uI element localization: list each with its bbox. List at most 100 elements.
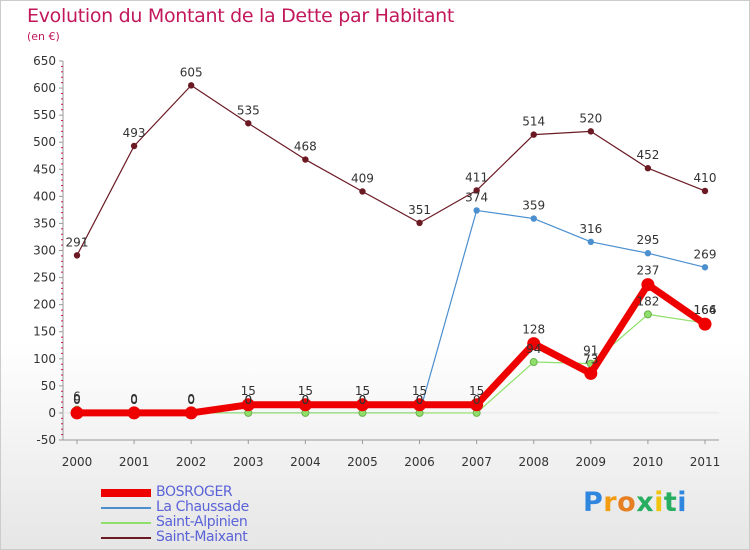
data-label: 182	[636, 294, 659, 308]
data-point	[298, 398, 312, 412]
y-tick-label: 400	[33, 189, 56, 203]
data-label: 0	[73, 392, 81, 406]
y-tick-label: 650	[33, 54, 56, 68]
y-tick-label: 350	[33, 216, 56, 230]
data-label: 15	[241, 384, 256, 398]
data-point	[698, 317, 712, 331]
data-point	[643, 310, 652, 319]
data-label: 0	[130, 393, 138, 407]
data-point	[644, 165, 652, 172]
x-tick-label: 2000	[62, 455, 93, 469]
legend-label: BOSROGER	[156, 484, 233, 500]
legend-item: La Chaussade	[101, 499, 321, 515]
data-label: 15	[412, 384, 427, 398]
data-point	[473, 187, 480, 194]
data-point	[470, 398, 484, 412]
data-label: 493	[123, 126, 146, 140]
y-tick-label: 450	[33, 162, 56, 176]
data-point	[355, 398, 369, 412]
data-point	[529, 358, 538, 367]
data-point	[701, 187, 709, 195]
y-tick-label: 550	[33, 108, 56, 122]
y-tick-label: 500	[33, 135, 56, 149]
data-label: 0	[359, 393, 367, 407]
y-tick-label: 0	[48, 406, 56, 420]
data-point	[359, 188, 366, 195]
data-point	[530, 215, 537, 222]
data-label: 15	[469, 384, 484, 398]
data-label: 0	[130, 392, 138, 406]
x-tick-label: 2011	[690, 455, 721, 469]
data-label: 535	[237, 103, 260, 117]
data-point	[73, 252, 81, 259]
y-tick-label: 150	[33, 325, 56, 339]
data-label: 351	[408, 203, 431, 217]
data-label: 0	[73, 393, 81, 407]
data-label: 0	[187, 393, 195, 407]
x-tick-label: 2004	[290, 455, 321, 469]
data-label: 0	[187, 392, 195, 406]
data-point	[527, 337, 541, 351]
series-line-3	[76, 84, 706, 256]
data-label: 410	[694, 171, 717, 185]
y-tick-label: 600	[33, 81, 56, 95]
legend-label: Saint-Maixant	[156, 529, 248, 545]
data-label: 316	[579, 222, 602, 236]
data-label: 15	[355, 384, 370, 398]
x-tick-label: 2006	[404, 455, 435, 469]
data-label: 237	[636, 264, 659, 278]
chart-subtitle: (en €)	[27, 30, 60, 43]
y-tick-label: 100	[33, 352, 56, 366]
data-point	[644, 250, 652, 257]
data-label: 166	[694, 303, 717, 317]
data-label: 0	[473, 393, 481, 407]
series-line-2	[76, 313, 706, 414]
data-label: 452	[636, 148, 659, 162]
data-point	[416, 219, 423, 227]
data-point	[184, 406, 198, 420]
data-point	[127, 406, 141, 420]
data-label: 520	[579, 111, 602, 125]
legend-swatch	[101, 537, 151, 539]
data-label: 91	[583, 344, 598, 358]
data-point	[241, 398, 255, 412]
data-label: 0	[359, 393, 367, 407]
y-tick-label: 200	[33, 298, 56, 312]
data-label: 514	[522, 115, 545, 129]
series-line-0	[77, 281, 707, 417]
data-point	[587, 128, 595, 135]
data-point	[584, 366, 598, 380]
data-point	[302, 156, 309, 163]
data-label: 411	[465, 170, 488, 184]
data-label: 0	[302, 393, 310, 407]
legend-label: Saint-Alpinien	[156, 514, 248, 530]
data-label: 0	[244, 393, 252, 407]
legend-swatch	[101, 522, 151, 524]
data-point	[187, 82, 195, 89]
data-label: 409	[351, 171, 374, 185]
data-point	[701, 264, 709, 271]
data-label: 73	[583, 352, 598, 366]
chart-legend: BOSROGER La Chaussade Saint-Alpinien Saint-…	[101, 484, 321, 545]
data-label: 15	[298, 384, 313, 398]
data-label: 359	[522, 199, 545, 213]
data-label: 94	[526, 342, 541, 356]
data-point	[245, 120, 252, 127]
logo-letter: o	[617, 487, 637, 518]
legend-item: Saint-Maixant	[101, 529, 321, 545]
logo-letter: x	[636, 487, 655, 518]
logo-letter: P	[583, 487, 604, 518]
data-label: 605	[180, 65, 203, 79]
data-label: 0	[130, 393, 138, 407]
data-point	[530, 131, 537, 138]
data-point	[413, 398, 427, 412]
x-tick-label: 2005	[347, 455, 378, 469]
legend-swatch	[101, 489, 151, 497]
data-label: 0	[244, 393, 252, 407]
data-label: 164	[694, 303, 717, 317]
y-tick-label: 250	[33, 271, 56, 285]
data-label: 128	[522, 323, 545, 337]
x-tick-label: 2010	[633, 455, 664, 469]
